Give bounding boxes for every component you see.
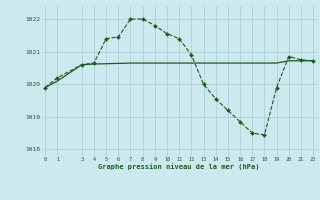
X-axis label: Graphe pression niveau de la mer (hPa): Graphe pression niveau de la mer (hPa) bbox=[99, 164, 260, 170]
